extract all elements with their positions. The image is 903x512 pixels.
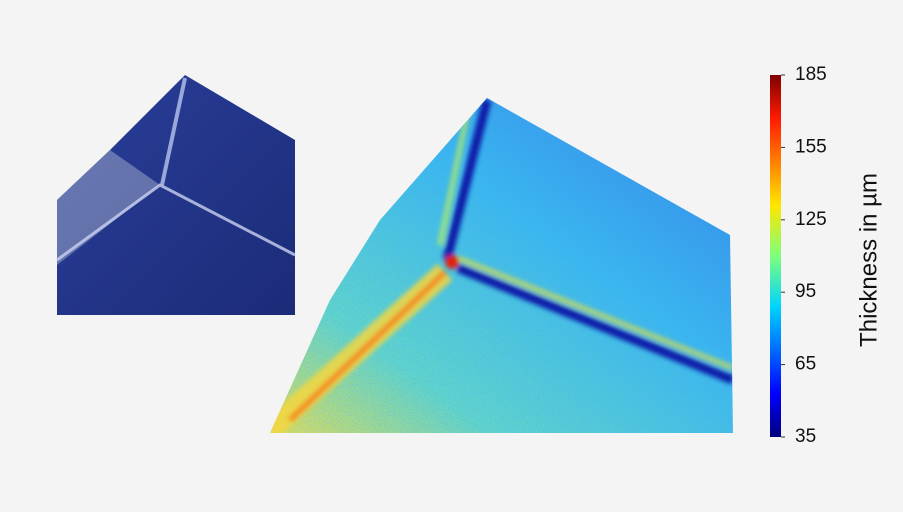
colorbar-tick-label: 155 bbox=[795, 136, 827, 157]
colorbar-label: Thickness in µm bbox=[855, 173, 882, 347]
colorbar-tick-label: 35 bbox=[795, 426, 816, 447]
colorbar-tick-label: 65 bbox=[795, 354, 816, 375]
colorbar: Thickness in µm bbox=[770, 75, 882, 437]
colorbar-tick-label: 95 bbox=[795, 281, 816, 302]
colorbar-scale bbox=[770, 75, 781, 437]
photo bbox=[56, 75, 296, 315]
colorbar-tick-label: 185 bbox=[795, 64, 827, 85]
thickness-map bbox=[270, 98, 733, 433]
colorbar-tick-label: 125 bbox=[795, 209, 827, 230]
